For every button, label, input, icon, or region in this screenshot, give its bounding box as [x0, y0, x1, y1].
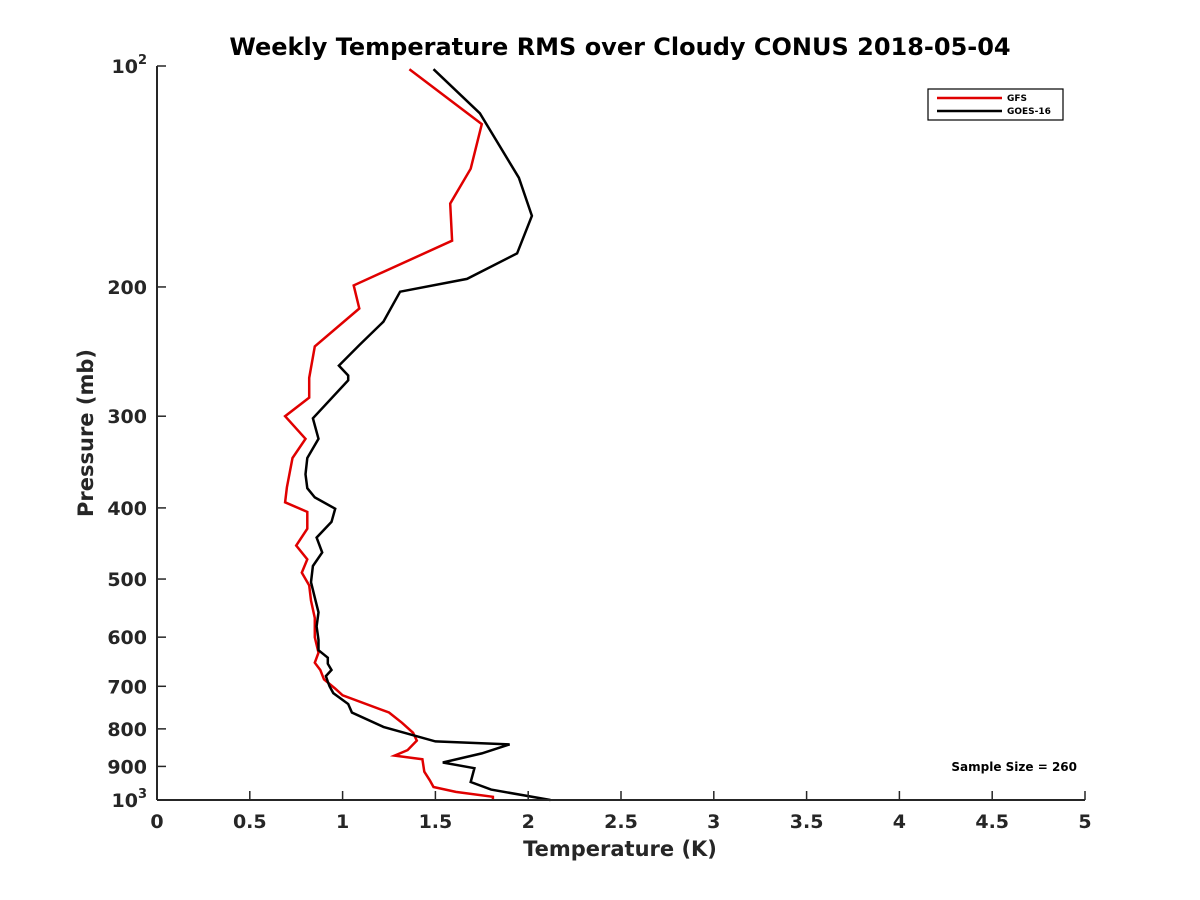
y-tick-label: 500 — [107, 569, 147, 591]
x-tick-label: 4.5 — [975, 811, 1009, 833]
series-line-goes16 — [304, 68, 551, 802]
y-tick-label: 700 — [107, 676, 147, 698]
y-tick-label: 400 — [107, 498, 147, 520]
x-tick-label: 2 — [522, 811, 535, 833]
y-tick-label: 800 — [107, 719, 147, 741]
y-tick-label: 900 — [107, 756, 147, 778]
x-tick-label: 3.5 — [790, 811, 824, 833]
x-tick-label: 5 — [1078, 811, 1091, 833]
legend: GFS GOES-16 — [927, 88, 1064, 121]
series-line-gfs — [283, 68, 495, 800]
series-layer — [283, 68, 551, 802]
legend-label-goes16: GOES-16 — [1007, 107, 1051, 117]
x-tick-label: 0.5 — [233, 811, 267, 833]
y-tick-label: 103 — [112, 787, 148, 812]
y-tick-label: 102 — [112, 53, 148, 78]
legend-box — [927, 88, 1064, 121]
x-tick-label: 4 — [893, 811, 906, 833]
x-tick-label: 1.5 — [419, 811, 453, 833]
y-tick-label: 600 — [107, 627, 147, 649]
sample-size-annotation: Sample Size = 260 — [951, 760, 1077, 774]
legend-label-gfs: GFS — [1007, 94, 1027, 104]
ticks-layer: 0 0.5 1 1.5 2 2.5 3 3.5 4 4.5 5 102 200 300 400 500 600 7… — [107, 53, 1091, 833]
x-tick-label: 1 — [336, 811, 349, 833]
y-axis-label: Pressure (mb) — [74, 349, 98, 517]
chart-title: Weekly Temperature RMS over Cloudy CONUS… — [229, 33, 1010, 61]
y-tick-label: 300 — [107, 406, 147, 428]
y-tick-label: 200 — [107, 277, 147, 299]
x-tick-label: 3 — [707, 811, 720, 833]
x-tick-label: 0 — [150, 811, 163, 833]
x-tick-label: 2.5 — [604, 811, 638, 833]
x-axis-label: Temperature (K) — [523, 837, 717, 861]
